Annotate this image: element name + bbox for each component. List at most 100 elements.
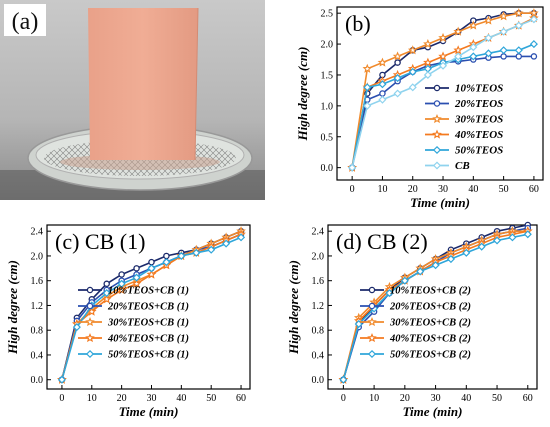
x-axis-label: Time (min) [119,404,179,419]
data-point [468,20,479,30]
x-tick-label: 40 [176,393,186,404]
photo-label-box [4,4,46,36]
data-point [177,251,186,260]
data-point [377,57,388,67]
legend-marker [368,286,376,294]
data-point [117,279,126,288]
data-point [378,95,387,104]
legend-label: 20%TEOS [454,98,503,110]
data-point [378,80,387,89]
data-point [530,53,538,60]
data-point [529,15,538,24]
data-point [102,289,111,298]
data-point [408,67,417,76]
data-point [348,163,357,172]
y-tick-label: 2.0 [31,251,44,262]
legend-marker [432,129,442,139]
data-point [407,45,418,55]
legend-label: 20%TEOS+CB (2) [389,302,471,313]
data-point [529,40,538,49]
data-point [462,248,471,257]
series-50-teos [348,40,538,172]
data-point [132,273,141,282]
legend-entry: 10%TEOS+CB (1) [78,286,189,297]
legend-entry: 20%TEOS+CB (1) [78,302,189,313]
data-point [163,252,170,260]
legend-label: 10%TEOS+CB (2) [390,286,471,297]
y-tick-label: 2.0 [321,40,334,51]
data-point [484,33,493,42]
data-point [423,57,433,67]
y-tick-label: 2.5 [321,9,334,20]
data-point [222,239,231,248]
sample-photo: (a) [0,0,265,200]
data-point [362,63,373,73]
y-tick-label: 0.4 [312,350,325,361]
series-line [351,55,534,168]
x-tick-label: 30 [438,184,448,195]
y-tick-label: 1.2 [31,301,44,312]
data-point [499,46,508,55]
data-point [101,294,112,304]
data-point [453,45,463,55]
data-point [499,27,508,36]
legend-entry: 40%TEOS+CB (2) [360,332,471,345]
data-point [416,267,425,276]
data-point [118,271,125,278]
x-tick-label: 50 [206,393,216,404]
data-point [508,233,517,242]
data-point [400,276,409,285]
x-tick-label: 50 [499,184,509,195]
chart-b: 0 10 20 30 40 50 60 0.0 0.5 1.0 1.5 2.0 2.5 Time (min… [295,6,544,210]
x-tick-label: 30 [431,393,441,404]
photo-label: (a) [12,9,39,35]
data-point [484,49,493,58]
data-point [147,264,156,273]
legend-label: 30%TEOS [454,114,503,126]
data-point [438,51,448,61]
data-point [492,236,502,245]
legend-entry: 30%TEOS+CB (2) [360,316,471,329]
legend-entry: 30%TEOS+CB (1) [78,316,189,329]
x-tick-label: 10 [369,393,379,404]
x-tick-label: 40 [461,393,471,404]
legend-label: 30%TEOS+CB (2) [389,318,471,329]
x-tick-label: 10 [87,393,97,404]
x-tick-label: 20 [400,393,410,404]
data-point [394,59,401,66]
x-tick-label: 20 [117,393,127,404]
panel-label: (d) CB (2) [336,229,428,254]
data-point [57,375,66,384]
legend-marker [85,332,95,343]
data-point [385,289,394,298]
y-tick-label: 0.0 [321,163,334,174]
x-tick-label: 60 [523,393,533,404]
series-50-teos-cb-2 [339,230,532,384]
legend-label: 50%TEOS [455,145,503,157]
legend-label: 50%TEOS+CB (2) [390,350,471,361]
legend-entry: 20%TEOS [425,98,503,110]
data-point [500,53,507,60]
legend-entry: 30%TEOS [425,114,503,126]
data-point [339,375,348,384]
y-tick-label: 0.0 [312,375,325,386]
data-point [408,83,417,92]
legend-marker [85,349,95,359]
y-tick-label: 1.6 [31,276,44,287]
legend-label: 50%TEOS+CB (1) [108,350,189,361]
legend-marker [433,84,441,92]
legend-label: 40%TEOS+CB (1) [107,334,189,345]
data-point [146,269,157,279]
x-tick-label: 0 [350,184,355,195]
plot-frame [336,6,544,181]
data-point [72,323,81,332]
data-point [523,230,532,239]
data-point [423,39,433,49]
legend-marker [367,316,377,327]
legend-label: 10%TEOS [455,83,503,95]
legend-entry: 50%TEOS+CB (2) [360,350,471,361]
data-point [236,233,246,242]
data-point [454,52,463,61]
legend-entry: CB [425,160,470,172]
y-tick-label: 1.0 [321,101,334,112]
